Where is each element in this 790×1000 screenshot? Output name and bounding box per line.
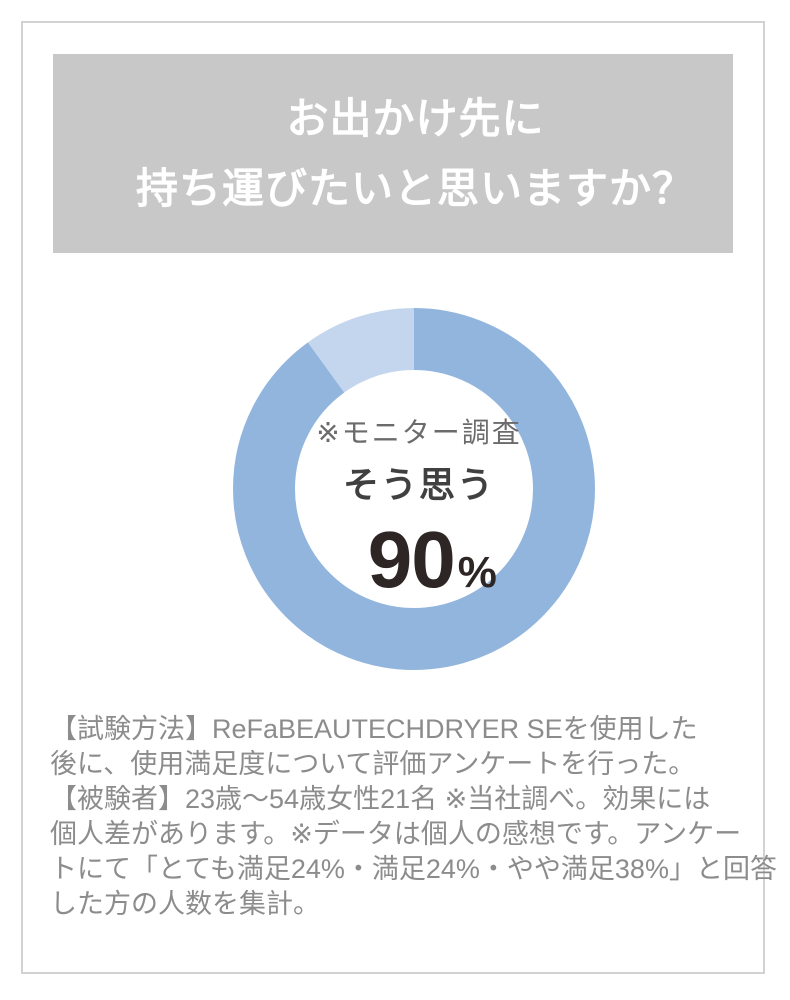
methodology-footnote: 【試験方法】ReFaBEAUTECHDRYER SEを使用した 後に、使用満足度… <box>50 714 777 919</box>
survey-question-header: お出かけ先に 持ち運びたいと思いますか？ <box>53 54 733 253</box>
donut-slice-remainder <box>233 308 595 670</box>
donut-chart <box>233 308 595 670</box>
donut-slice-agree <box>233 308 595 670</box>
donut-chart-svg <box>233 308 595 670</box>
survey-question-title: お出かけ先に 持ち運びたいと思いますか？ <box>135 94 695 212</box>
